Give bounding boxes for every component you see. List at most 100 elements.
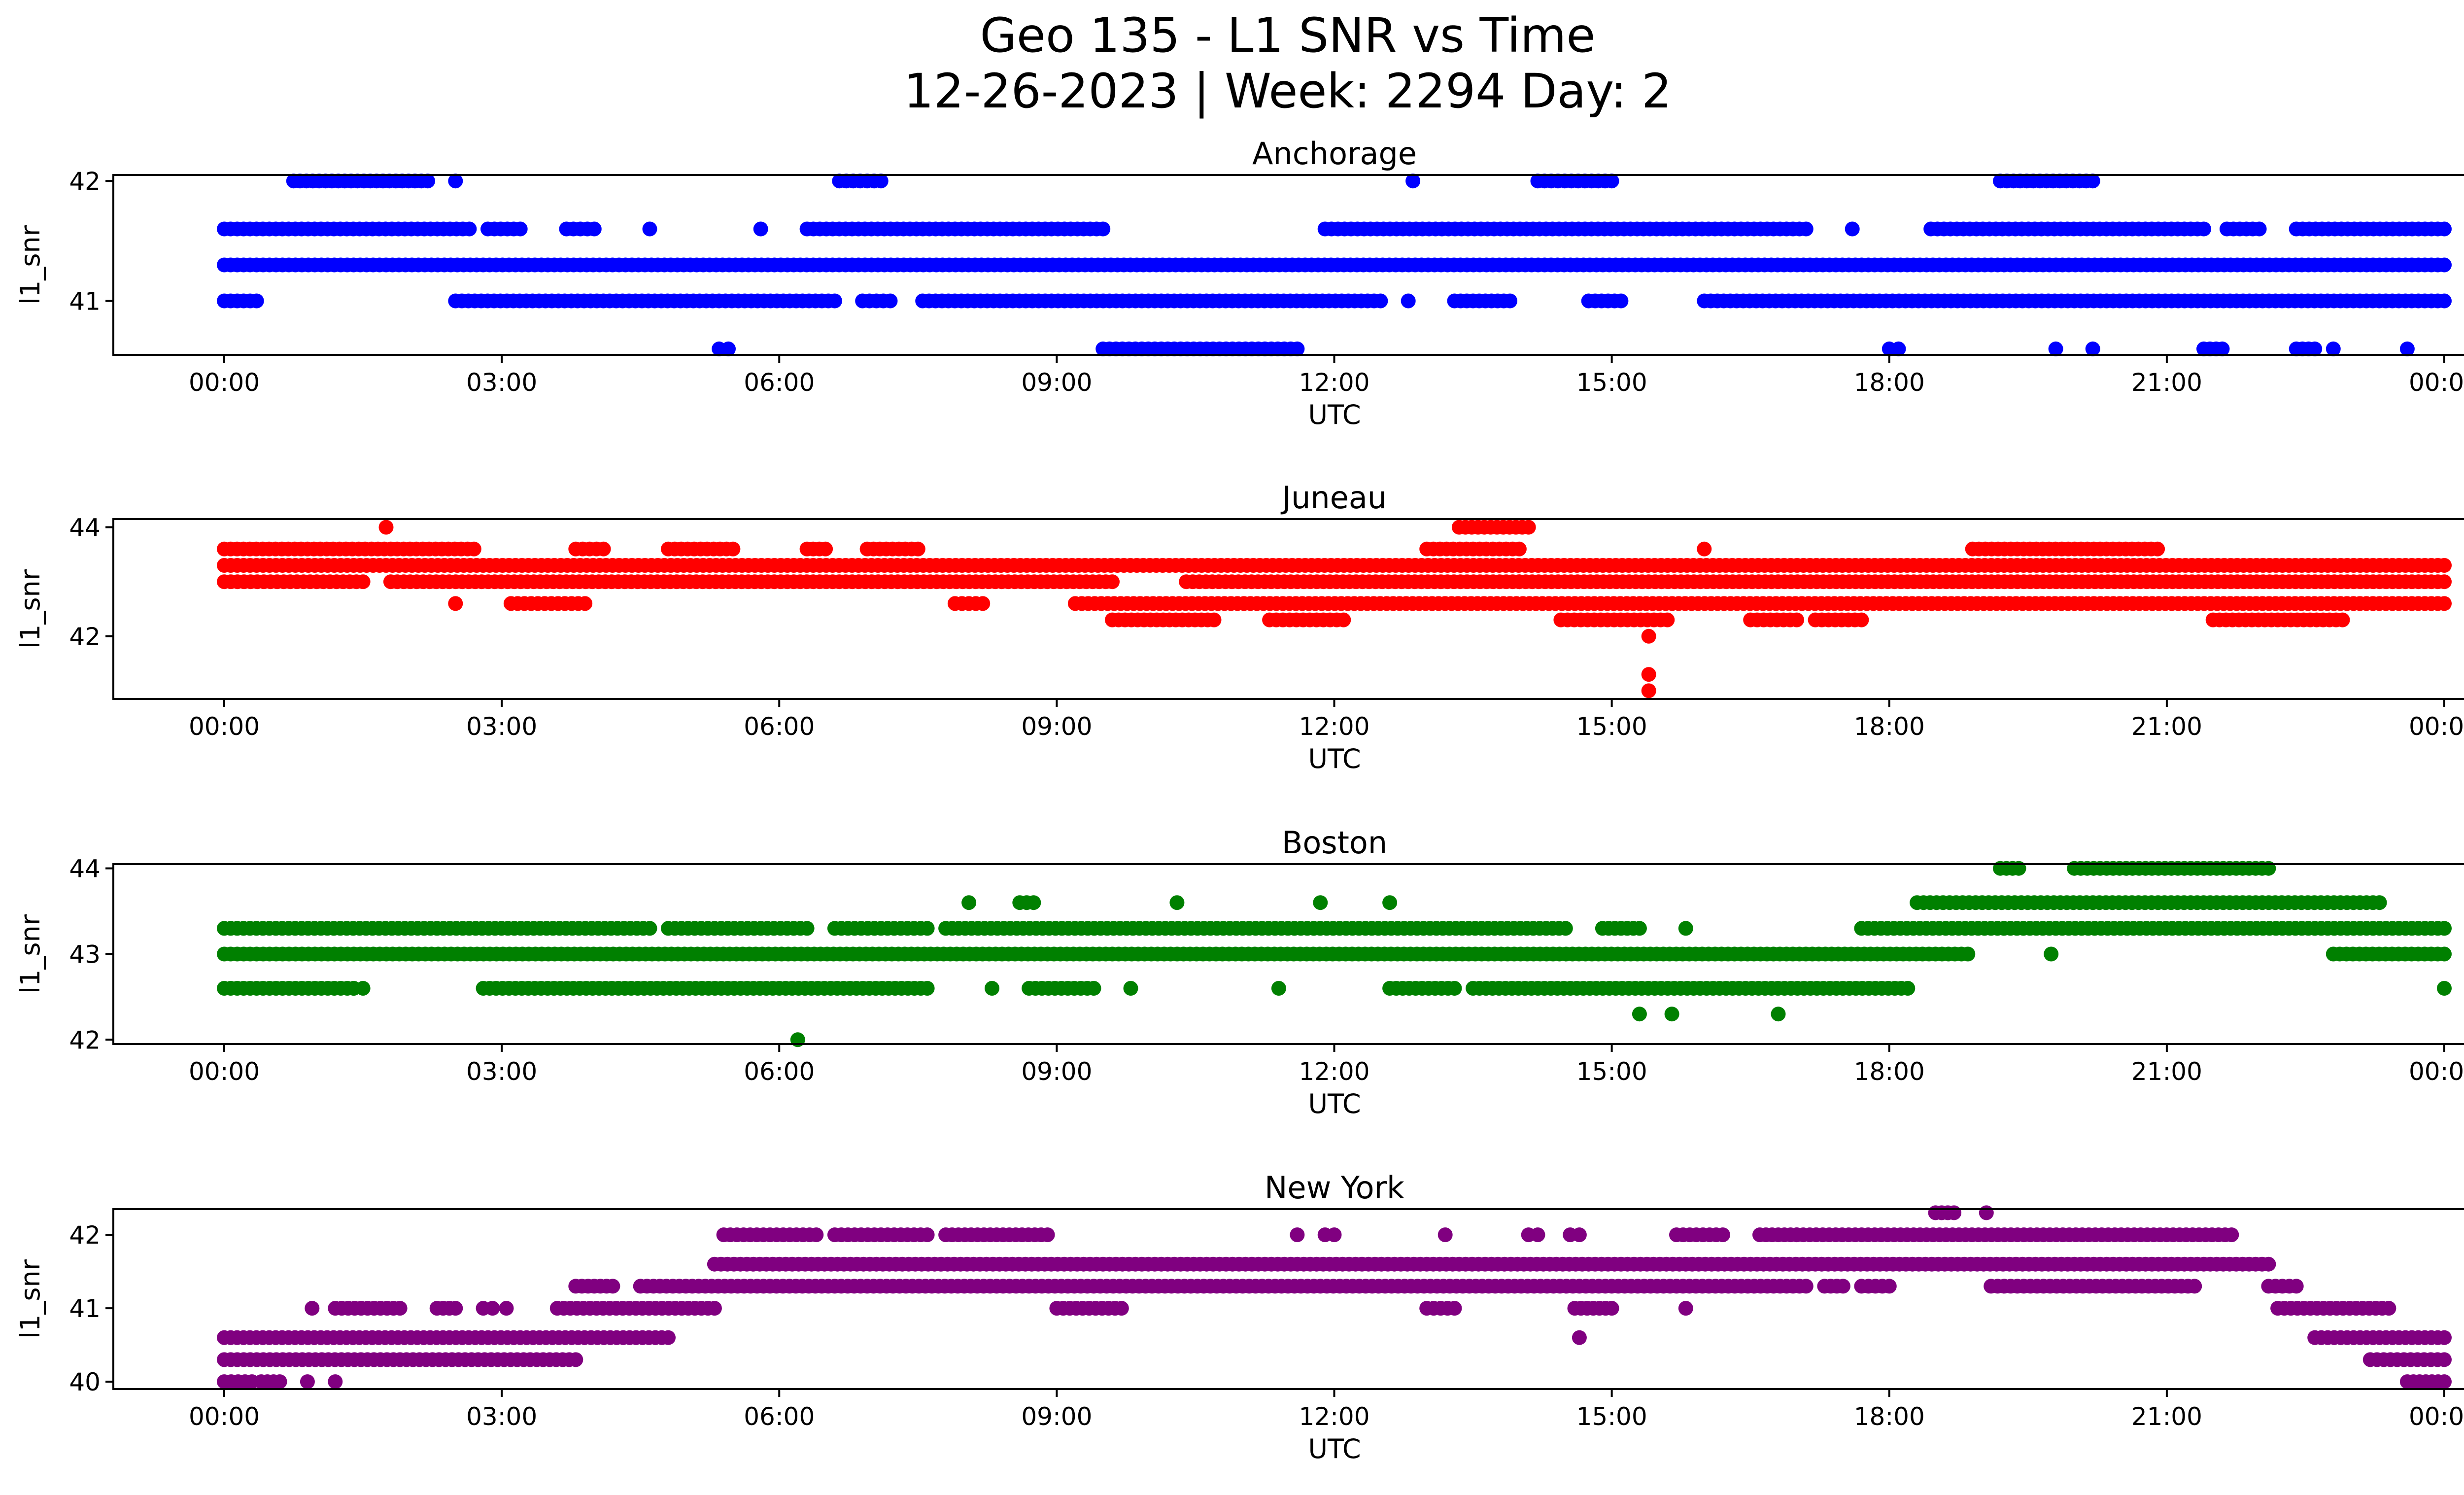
y-tick-label: 44 bbox=[69, 514, 101, 542]
x-tick-label: 03:00 bbox=[466, 1402, 537, 1431]
y-tick-label: 41 bbox=[69, 1294, 101, 1323]
data-point bbox=[1632, 921, 1647, 936]
x-tick-label: 00:00 bbox=[189, 712, 260, 741]
data-point bbox=[799, 921, 815, 936]
x-tick-label: 06:00 bbox=[744, 368, 815, 397]
data-point bbox=[272, 1374, 287, 1390]
x-axis-label: UTC bbox=[1308, 1433, 1361, 1464]
data-point bbox=[2437, 596, 2452, 611]
data-point bbox=[2437, 946, 2452, 962]
data-point bbox=[499, 1301, 514, 1316]
x-tick-label: 21:00 bbox=[2131, 1402, 2202, 1431]
data-point bbox=[513, 221, 528, 237]
subplot-title: New York bbox=[1265, 1170, 1404, 1206]
x-tick-label: 18:00 bbox=[1854, 368, 1925, 397]
y-tick-label: 41 bbox=[69, 287, 101, 316]
x-tick-label: 21:00 bbox=[2131, 368, 2202, 397]
data-point bbox=[1405, 174, 1421, 189]
data-point bbox=[1447, 981, 1462, 996]
x-tick-label: 00:00 bbox=[189, 368, 260, 397]
x-tick-label: 12:00 bbox=[1299, 368, 1369, 397]
x-tick-label: 00:00 bbox=[2409, 368, 2464, 397]
data-point bbox=[1979, 1205, 1994, 1220]
x-tick-label: 00:00 bbox=[2409, 1057, 2464, 1086]
y-tick-label: 44 bbox=[69, 855, 101, 883]
data-point bbox=[1798, 221, 1814, 237]
data-point bbox=[707, 1301, 722, 1316]
data-point bbox=[975, 596, 991, 611]
data-point bbox=[2335, 612, 2350, 627]
x-tick-label: 03:00 bbox=[466, 1057, 537, 1086]
data-point bbox=[448, 1301, 463, 1316]
data-point bbox=[1613, 293, 1629, 309]
data-point bbox=[1271, 981, 1286, 996]
x-tick-label: 21:00 bbox=[2131, 712, 2202, 741]
data-point bbox=[642, 921, 657, 936]
y-tick-label: 42 bbox=[69, 1026, 101, 1054]
data-point bbox=[466, 541, 481, 556]
data-point bbox=[1327, 1227, 1342, 1243]
data-point bbox=[910, 541, 925, 556]
y-axis-label: l1_snr bbox=[15, 225, 46, 305]
y-tick-label: 42 bbox=[69, 167, 101, 196]
data-point bbox=[1373, 293, 1388, 309]
x-tick-label: 00:00 bbox=[189, 1402, 260, 1431]
x-tick-label: 09:00 bbox=[1021, 1057, 1092, 1086]
data-point bbox=[1641, 683, 1656, 698]
y-tick-label: 40 bbox=[69, 1368, 101, 1396]
data-point bbox=[1854, 612, 1869, 627]
x-tick-label: 09:00 bbox=[1021, 712, 1092, 741]
subplot-anchorage: Anchorage 00:00 03:00 06:00 09:00 12:00 15:00 1… bbox=[15, 136, 2464, 430]
x-axis-label: UTC bbox=[1308, 1088, 1361, 1119]
data-point bbox=[1086, 981, 1101, 996]
data-point bbox=[355, 574, 371, 590]
data-point bbox=[961, 895, 977, 910]
data-point bbox=[809, 1227, 824, 1243]
data-point bbox=[873, 174, 889, 189]
x-tick-label: 06:00 bbox=[744, 1057, 815, 1086]
data-point bbox=[2437, 574, 2452, 590]
data-point bbox=[1313, 895, 1328, 910]
data-point bbox=[1882, 1279, 1897, 1294]
data-point bbox=[1105, 574, 1120, 590]
data-point bbox=[378, 520, 394, 535]
data-point bbox=[605, 1279, 620, 1294]
data-point bbox=[462, 221, 477, 237]
data-point bbox=[1336, 612, 1351, 627]
x-tick-label: 15:00 bbox=[1576, 712, 1647, 741]
data-points bbox=[217, 1205, 2452, 1390]
data-point bbox=[596, 541, 611, 556]
data-point bbox=[420, 174, 435, 189]
data-point bbox=[2150, 541, 2165, 556]
data-point bbox=[1447, 1301, 1462, 1316]
data-point bbox=[725, 541, 741, 556]
data-point bbox=[2289, 1279, 2304, 1294]
data-points bbox=[217, 520, 2452, 698]
x-tick-label: 12:00 bbox=[1299, 1057, 1369, 1086]
data-point bbox=[1503, 293, 1518, 309]
data-point bbox=[2085, 341, 2100, 356]
x-tick-label: 12:00 bbox=[1299, 712, 1369, 741]
data-point bbox=[1572, 1330, 1587, 1345]
data-point bbox=[2437, 558, 2452, 573]
data-point bbox=[1798, 1279, 1814, 1294]
y-axis-label: l1_snr bbox=[15, 569, 46, 649]
data-point bbox=[1697, 541, 1712, 556]
data-point bbox=[985, 981, 999, 996]
data-point bbox=[1835, 1279, 1850, 1294]
data-point bbox=[2326, 341, 2341, 356]
data-point bbox=[2437, 1374, 2452, 1390]
data-point bbox=[2437, 1330, 2452, 1345]
data-point bbox=[2437, 257, 2452, 273]
x-tick-label: 00:00 bbox=[2409, 712, 2464, 741]
x-tick-label: 06:00 bbox=[744, 1402, 815, 1431]
x-tick-label: 18:00 bbox=[1854, 712, 1925, 741]
data-point bbox=[1290, 341, 1305, 356]
data-point bbox=[1123, 981, 1138, 996]
data-point bbox=[721, 341, 736, 356]
subplot-title: Juneau bbox=[1280, 480, 1387, 516]
x-axis-label: UTC bbox=[1308, 743, 1361, 774]
data-point bbox=[1678, 921, 1693, 936]
subplot-panels: Anchorage 00:00 03:00 06:00 09:00 12:00 15:00 1… bbox=[15, 136, 2464, 1464]
data-point bbox=[2085, 174, 2100, 189]
